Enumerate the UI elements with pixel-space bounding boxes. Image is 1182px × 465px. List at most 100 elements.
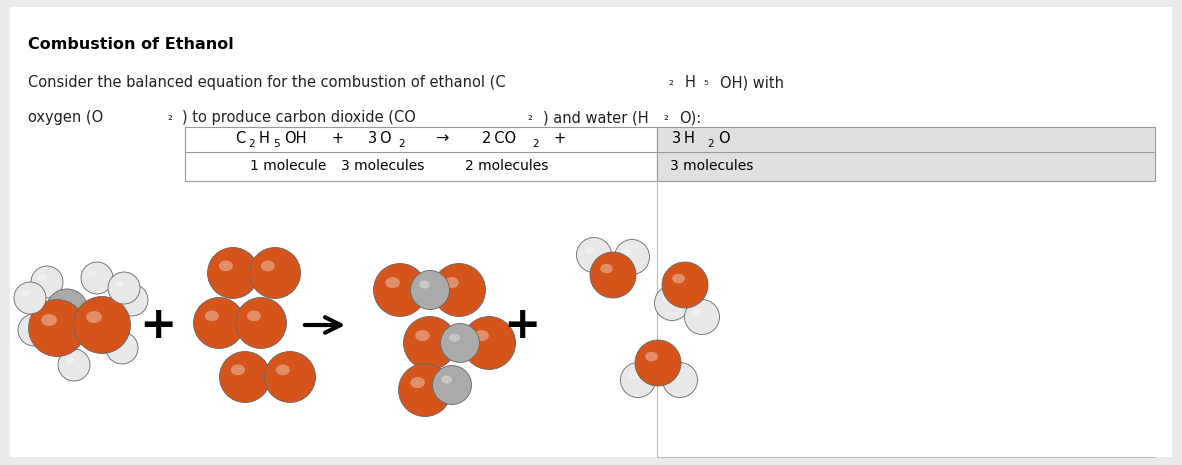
Ellipse shape <box>219 260 233 271</box>
Ellipse shape <box>18 314 50 346</box>
Ellipse shape <box>116 284 148 316</box>
Text: C: C <box>235 131 245 146</box>
Ellipse shape <box>693 308 702 316</box>
Ellipse shape <box>403 317 456 370</box>
Text: 2: 2 <box>398 139 404 149</box>
Text: 5: 5 <box>273 139 280 149</box>
Ellipse shape <box>247 311 261 321</box>
Ellipse shape <box>58 349 90 381</box>
Ellipse shape <box>25 322 34 329</box>
Ellipse shape <box>56 300 67 309</box>
Ellipse shape <box>28 299 85 357</box>
Ellipse shape <box>645 352 658 361</box>
Ellipse shape <box>474 330 489 341</box>
Text: 2 CO: 2 CO <box>482 131 517 146</box>
Bar <box>657 127 1155 181</box>
Ellipse shape <box>655 286 689 320</box>
Ellipse shape <box>108 272 139 304</box>
Ellipse shape <box>208 247 259 299</box>
Text: 3 O: 3 O <box>368 131 391 146</box>
Ellipse shape <box>415 330 430 341</box>
Ellipse shape <box>86 311 102 323</box>
Text: O: O <box>717 131 729 146</box>
Text: O):: O): <box>678 110 701 125</box>
Text: oxygen (O: oxygen (O <box>28 110 103 125</box>
Bar <box>186 127 657 181</box>
Text: 2: 2 <box>532 139 539 149</box>
Text: H: H <box>259 131 269 146</box>
Ellipse shape <box>82 262 113 294</box>
Text: ₂: ₂ <box>167 109 171 122</box>
Ellipse shape <box>673 274 684 283</box>
Text: +: + <box>332 131 344 146</box>
Ellipse shape <box>398 364 452 417</box>
Ellipse shape <box>449 333 460 342</box>
Ellipse shape <box>577 238 611 272</box>
Ellipse shape <box>441 375 452 384</box>
Ellipse shape <box>635 340 681 386</box>
Ellipse shape <box>123 292 132 299</box>
Text: 1 molecule: 1 molecule <box>249 159 326 173</box>
Text: +: + <box>504 304 540 346</box>
Ellipse shape <box>46 289 87 331</box>
Ellipse shape <box>106 332 138 364</box>
Ellipse shape <box>590 252 636 298</box>
Ellipse shape <box>670 372 680 379</box>
Ellipse shape <box>115 280 124 287</box>
Ellipse shape <box>629 372 638 379</box>
Text: 3 molecules: 3 molecules <box>342 159 424 173</box>
Ellipse shape <box>113 340 122 347</box>
Ellipse shape <box>584 246 593 254</box>
Text: OH) with: OH) with <box>720 75 784 90</box>
Ellipse shape <box>410 271 449 310</box>
Text: ) to produce carbon dioxide (CO: ) to produce carbon dioxide (CO <box>182 110 416 125</box>
Ellipse shape <box>38 274 47 281</box>
Ellipse shape <box>662 294 671 302</box>
Text: 2: 2 <box>707 139 714 149</box>
Ellipse shape <box>249 247 300 299</box>
Text: ₂: ₂ <box>527 109 532 122</box>
Text: OH: OH <box>284 131 306 146</box>
Ellipse shape <box>662 363 697 398</box>
Ellipse shape <box>265 352 316 403</box>
Ellipse shape <box>14 282 46 314</box>
Ellipse shape <box>462 317 515 370</box>
Ellipse shape <box>31 266 63 298</box>
Ellipse shape <box>441 324 480 363</box>
Ellipse shape <box>615 239 649 274</box>
Ellipse shape <box>89 270 97 277</box>
Text: ₂: ₂ <box>668 74 673 87</box>
Ellipse shape <box>662 262 708 308</box>
Ellipse shape <box>684 299 720 334</box>
Ellipse shape <box>600 264 613 273</box>
Text: +: + <box>554 131 566 146</box>
Text: 3 molecules: 3 molecules <box>670 159 754 173</box>
Ellipse shape <box>444 277 459 288</box>
Ellipse shape <box>275 365 290 375</box>
Ellipse shape <box>420 280 430 289</box>
Text: ₂: ₂ <box>663 109 668 122</box>
Ellipse shape <box>65 357 74 364</box>
Text: →: → <box>435 131 449 146</box>
Text: 2: 2 <box>248 139 254 149</box>
Ellipse shape <box>41 314 57 326</box>
Text: H: H <box>686 75 696 90</box>
Ellipse shape <box>204 311 219 321</box>
Text: ) and water (H: ) and water (H <box>543 110 649 125</box>
Ellipse shape <box>235 298 286 348</box>
Ellipse shape <box>621 363 656 398</box>
Ellipse shape <box>261 260 275 271</box>
Ellipse shape <box>622 248 632 256</box>
Ellipse shape <box>433 365 472 405</box>
Ellipse shape <box>433 264 486 317</box>
Ellipse shape <box>73 297 130 353</box>
Ellipse shape <box>374 264 427 317</box>
Text: 3 H: 3 H <box>673 131 695 146</box>
Text: 2 molecules: 2 molecules <box>466 159 548 173</box>
Text: Combustion of Ethanol: Combustion of Ethanol <box>28 37 234 52</box>
Text: Consider the balanced equation for the combustion of ethanol (C: Consider the balanced equation for the c… <box>28 75 506 90</box>
Text: +: + <box>139 304 176 346</box>
Ellipse shape <box>220 352 271 403</box>
Text: ₅: ₅ <box>703 74 708 87</box>
Ellipse shape <box>21 290 30 297</box>
